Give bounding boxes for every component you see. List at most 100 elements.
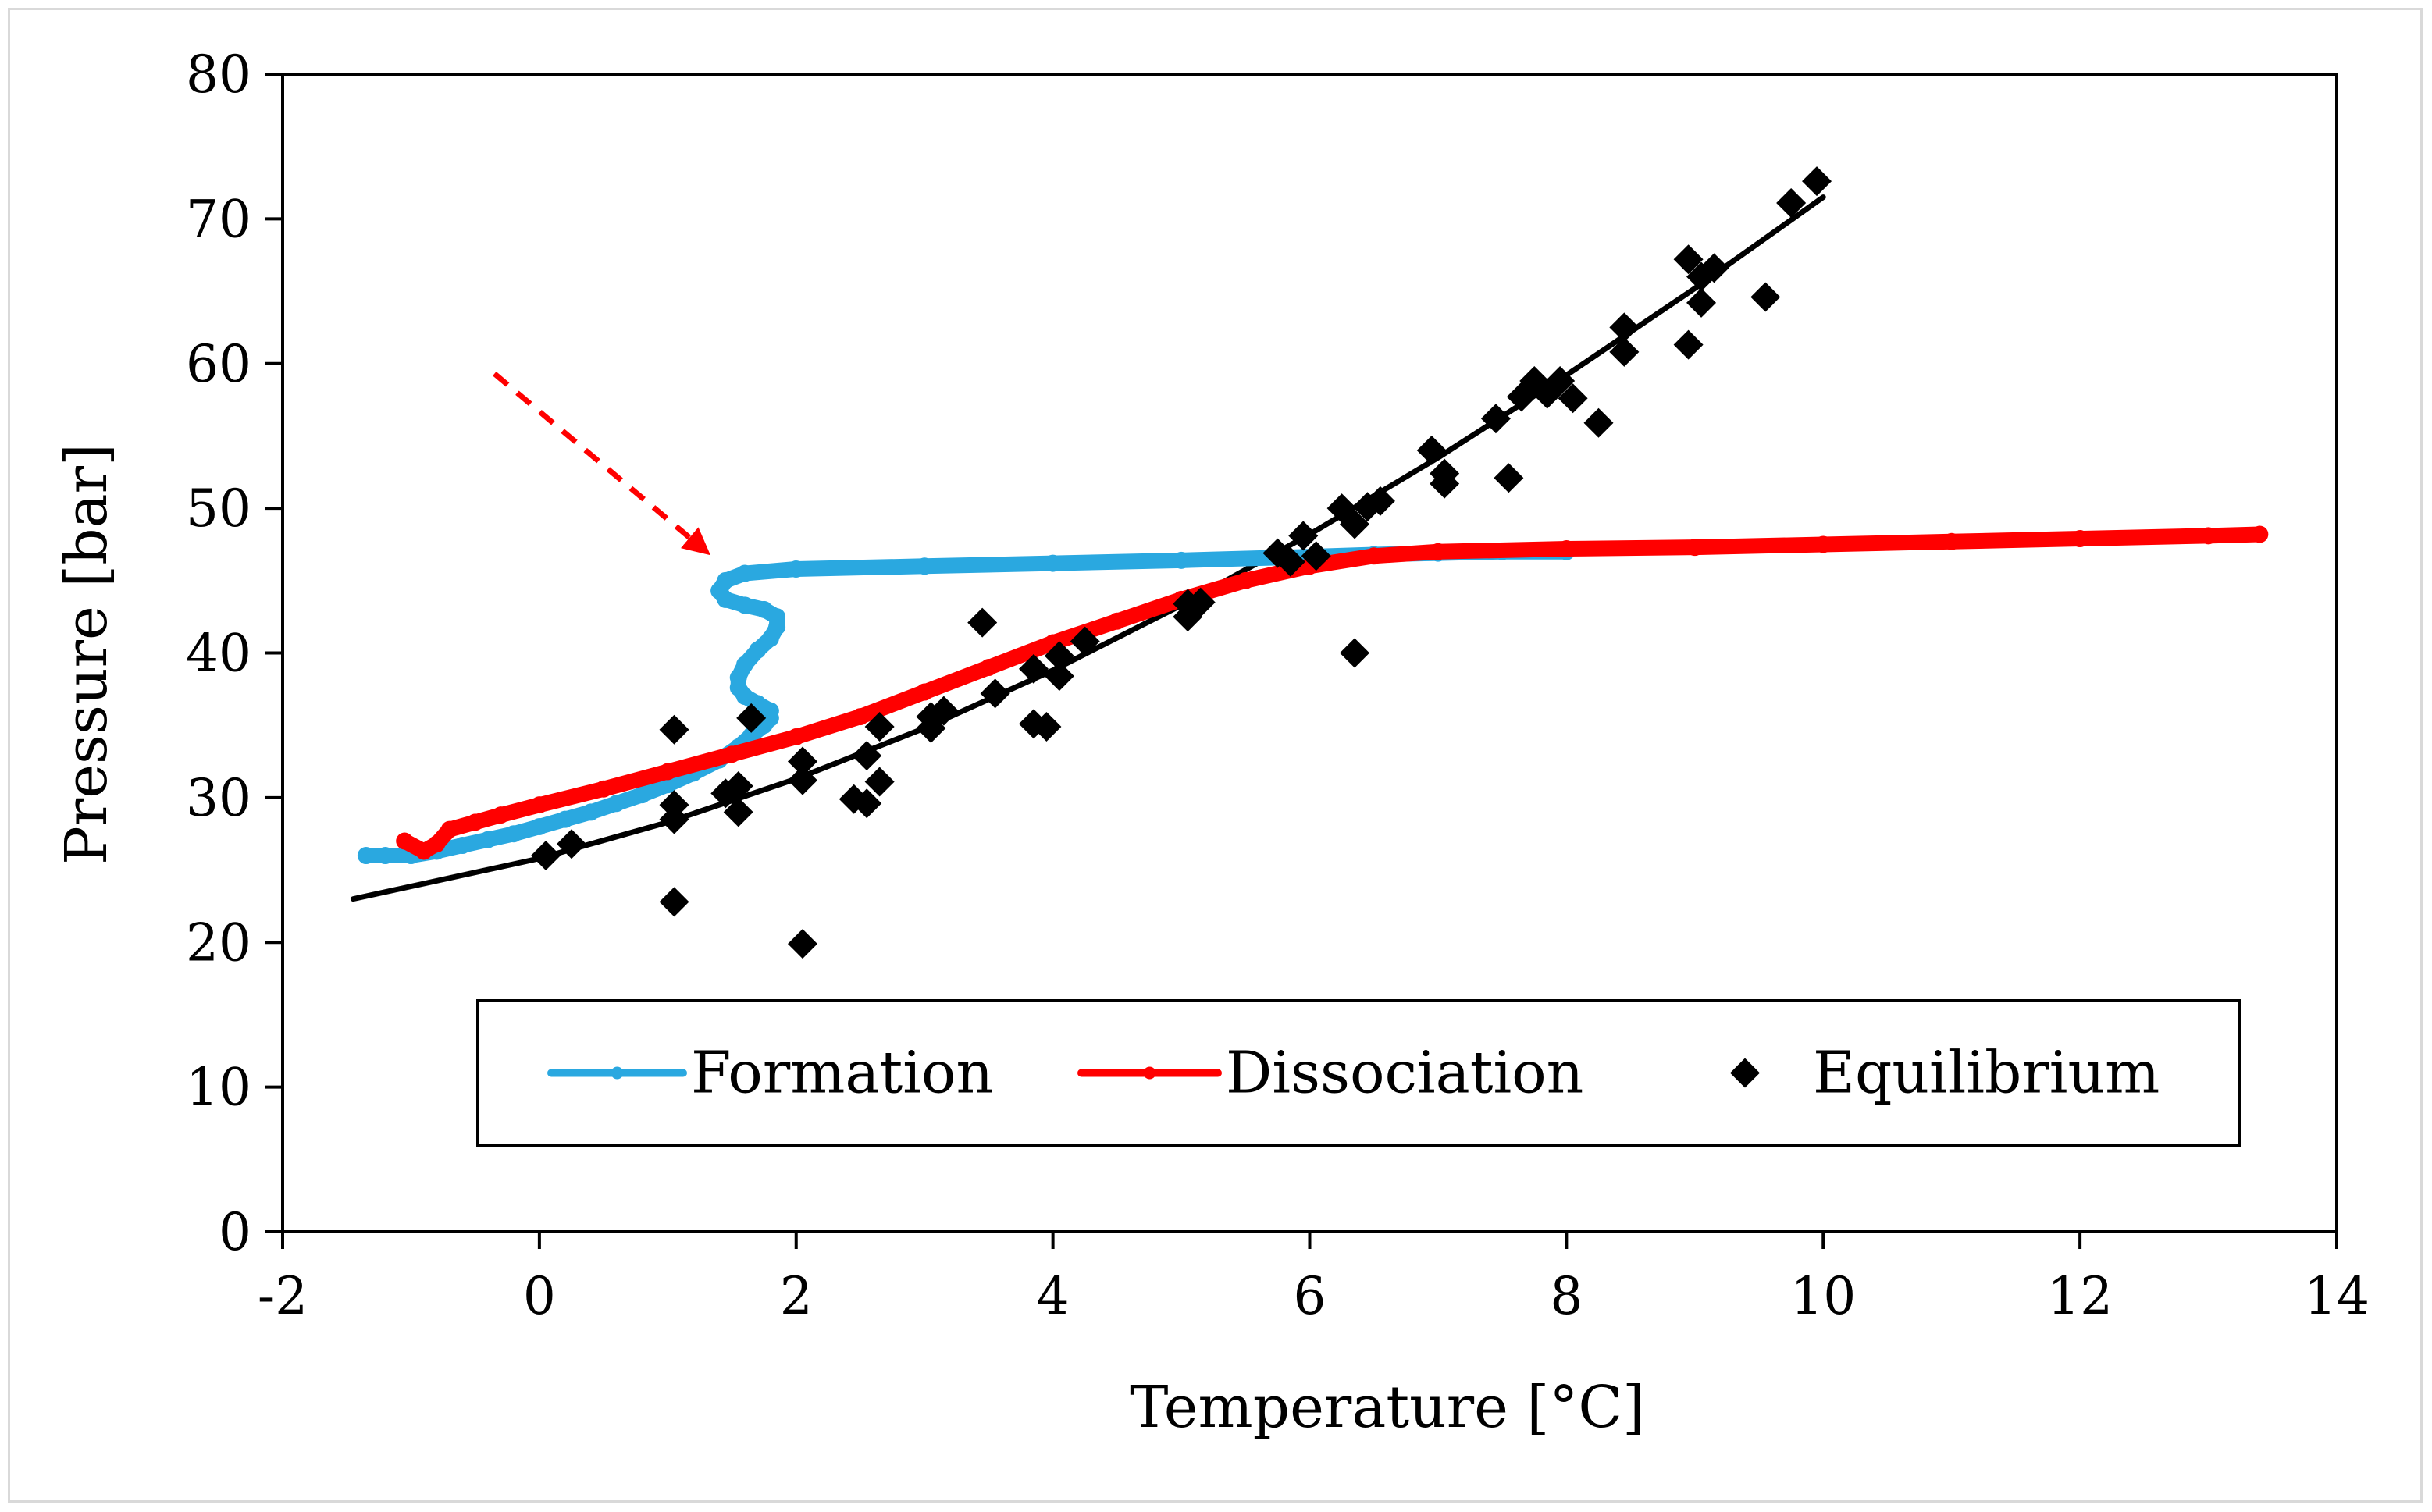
legend-equilibrium-marker (1730, 1058, 1760, 1088)
y-tick-label: 70 (186, 189, 251, 249)
equilibrium-point (1288, 521, 1319, 551)
formation-point (717, 571, 735, 589)
equilibrium-point (787, 765, 817, 795)
equilibrium-point (1480, 404, 1511, 434)
dissociation-point (428, 835, 446, 853)
equilibrium-point (1494, 463, 1524, 493)
dissociation-point (492, 806, 510, 824)
dissociation-point (980, 659, 998, 677)
legend-formation-label: Formation (691, 1040, 993, 1107)
dissociation-point (723, 745, 741, 763)
formation-point (787, 560, 805, 578)
equilibrium-point (1750, 282, 1781, 312)
dissociation-point (396, 832, 414, 850)
formation-point (1044, 554, 1062, 572)
equilibrium-point (723, 771, 753, 802)
equilibrium-point (1609, 336, 1640, 367)
equilibrium-point (1558, 383, 1588, 414)
x-tick-label: 6 (1294, 1266, 1326, 1326)
dissociation-point (1686, 539, 1704, 557)
dissociation-point (659, 763, 677, 781)
dissociation-point (1558, 540, 1576, 558)
formation-point (735, 596, 753, 614)
dissociation-point (1108, 612, 1126, 630)
equilibrium-point (1699, 253, 1729, 283)
dissociation-point (2251, 525, 2269, 543)
formation-point (768, 608, 786, 626)
equilibrium-point (928, 696, 959, 726)
y-tick-label: 50 (186, 479, 251, 539)
equilibrium-point (1185, 587, 1216, 617)
formation-point (1173, 551, 1191, 569)
equilibrium-point (1776, 187, 1807, 218)
formation-point (749, 641, 767, 659)
dissociation-point (851, 708, 869, 726)
dissociation-point (1365, 547, 1383, 565)
equilibrium-point (787, 929, 817, 959)
equilibrium-point (659, 790, 689, 820)
equilibrium-series (531, 166, 1832, 959)
formation-point (729, 669, 747, 687)
formation-point (607, 795, 625, 813)
formation-point (504, 825, 522, 843)
dissociation-point (787, 728, 805, 746)
equilibrium-point (1301, 541, 1331, 571)
x-tick-label: 8 (1550, 1266, 1583, 1326)
x-tick-label: 0 (523, 1266, 556, 1326)
formation-point (916, 557, 934, 575)
formation-point (479, 831, 497, 848)
formation-point (742, 727, 760, 745)
legend-box (476, 999, 2241, 1147)
formation-point (761, 702, 779, 720)
x-tick-label: 10 (1790, 1266, 1856, 1326)
formation-point (376, 847, 394, 865)
dissociation-point (1237, 571, 1255, 589)
dissociation-point (1429, 543, 1447, 560)
dissociation-point (1942, 532, 1960, 550)
equilibrium-point (864, 767, 895, 797)
legend-equilibrium-label: Equilibrium (1813, 1040, 2160, 1107)
equilibrium-point (787, 746, 817, 777)
dissociation-point (916, 683, 934, 701)
equilibrium-point (1583, 407, 1614, 438)
dissociation-point (2071, 530, 2089, 548)
legend-dissociation-label: Dissociation (1226, 1040, 1583, 1107)
y-axis-title: Pressure [bar] (53, 443, 120, 865)
x-tick-label: -2 (258, 1266, 308, 1326)
legend-dissociation-dot (1143, 1066, 1156, 1080)
y-tick-label: 30 (186, 768, 251, 828)
equilibrium-point (1365, 486, 1395, 516)
equilibrium-point (1340, 509, 1370, 539)
equilibrium-point (1430, 458, 1460, 489)
equilibrium-point (659, 887, 689, 917)
formation-point (556, 810, 574, 828)
equilibrium-point (736, 703, 767, 733)
y-tick-label: 80 (186, 44, 251, 105)
dissociation-point (440, 820, 458, 838)
equilibrium-point (1545, 365, 1576, 396)
equilibrium-point (1673, 329, 1704, 360)
equilibrium-point (1673, 244, 1704, 275)
equilibrium-point (556, 829, 586, 859)
equilibrium-point (1070, 626, 1100, 656)
dissociation-point (595, 780, 613, 798)
equilibrium-point (864, 712, 895, 742)
equilibrium-point (1044, 661, 1074, 692)
equilibrium-point (1031, 712, 1062, 742)
equilibrium-point (980, 678, 1010, 709)
equilibrium-point (1686, 287, 1717, 318)
dissociation-point (466, 813, 484, 831)
dissociation-point (2199, 527, 2217, 545)
dissociation-point (530, 796, 548, 814)
figure-frame (8, 8, 2423, 1503)
formation-point (454, 837, 472, 855)
equilibrium-point (1018, 653, 1049, 684)
formation-point (357, 847, 375, 865)
equilibrium-point (1044, 641, 1074, 671)
formation-series (357, 543, 1576, 865)
equilibrium-point (1609, 312, 1640, 343)
dissociation-line (397, 526, 2268, 859)
y-tick-label: 10 (186, 1058, 251, 1118)
equilibrium-point (723, 797, 753, 827)
